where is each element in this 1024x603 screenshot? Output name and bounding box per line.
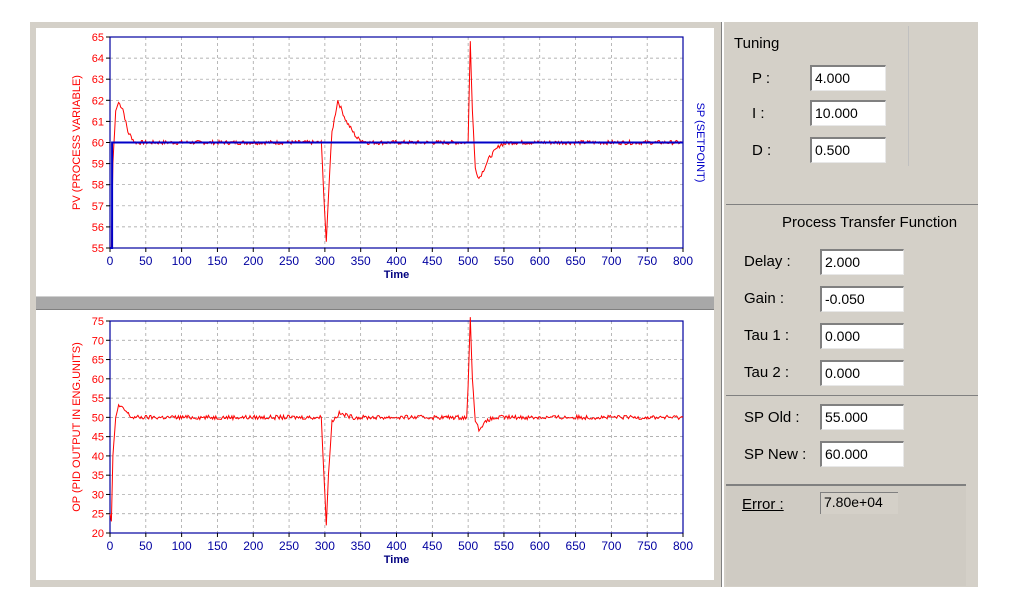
y-tick-label: 75 (92, 316, 104, 328)
x-tick-label: 300 (315, 254, 335, 268)
x-tick-label: 50 (139, 254, 153, 268)
x-tick-label: 250 (279, 539, 299, 553)
error-panel: Error : 7.80e+04 (726, 484, 966, 586)
x-axis-label: Time (384, 269, 409, 281)
series-line (110, 141, 683, 249)
y-axis-label: OP (PID OUTPUT IN ENG.UNITS) (71, 342, 83, 512)
sp-old-label: SP Old : (744, 409, 800, 426)
panel-separator (721, 22, 724, 587)
y-tick-label: 64 (92, 53, 104, 65)
x-tick-label: 200 (243, 539, 263, 553)
x-tick-label: 0 (107, 254, 114, 268)
x-tick-label: 500 (458, 539, 478, 553)
x-tick-label: 600 (530, 539, 550, 553)
tuning-title: Tuning (734, 35, 780, 52)
x-tick-label: 200 (243, 254, 263, 268)
x-tick-label: 400 (386, 539, 406, 553)
x-tick-label: 650 (566, 539, 586, 553)
pv-sp-chart: 0 50 100 150 200 250 300 350 400 450 500 550 600 650 7… (71, 32, 706, 281)
y-tick-label: 60 (92, 374, 104, 386)
y-tick-label: 30 (92, 489, 104, 501)
y-tick-label: 50 (92, 412, 104, 424)
x-tick-label: 700 (601, 254, 621, 268)
y-tick-label: 55 (92, 243, 104, 255)
x-tick-label: 0 (107, 539, 114, 553)
x-tick-label: 100 (172, 539, 192, 553)
i-field[interactable]: 10.000 (810, 100, 886, 126)
tuning-panel: Tuning P : 4.000 I : 10.000 D : 0.500 (726, 26, 909, 166)
series-line (109, 317, 684, 526)
d-field[interactable]: 0.500 (810, 137, 886, 163)
p-label: P : (752, 70, 771, 87)
x-axis-label: Time (384, 554, 409, 566)
process-transfer-panel: Process Transfer Function Delay : 2.000 … (726, 204, 978, 393)
tau1-field[interactable]: 0.000 (820, 323, 904, 349)
y-tick-label: 70 (92, 335, 104, 347)
x-tick-label: 150 (207, 254, 227, 268)
gain-label: Gain : (744, 290, 785, 307)
y-tick-label: 58 (92, 180, 104, 192)
x-tick-label: 750 (637, 254, 657, 268)
op-chart: 0 50 100 150 200 250 300 350 400 450 500 550 600 650 7… (71, 316, 693, 566)
x-tick-label: 700 (601, 539, 621, 553)
delay-field[interactable]: 2.000 (820, 249, 904, 275)
x-tick-label: 800 (673, 539, 693, 553)
y-tick-label: 57 (92, 201, 104, 213)
y-tick-label: 25 (92, 509, 104, 521)
process-title: Process Transfer Function (782, 214, 958, 231)
x-tick-label: 550 (494, 254, 514, 268)
p-field[interactable]: 4.000 (810, 65, 886, 91)
tau1-label: Tau 1 : (744, 327, 790, 344)
y-tick-label: 61 (92, 116, 104, 128)
x-tick-label: 350 (351, 539, 371, 553)
tau2-field[interactable]: 0.000 (820, 360, 904, 386)
tau2-label: Tau 2 : (744, 364, 790, 381)
x-tick-label: 50 (139, 539, 153, 553)
plot-splitter[interactable] (36, 296, 714, 310)
y-tick-label: 55 (92, 393, 104, 405)
x-tick-label: 600 (530, 254, 550, 268)
sp-old-field[interactable]: 55.000 (820, 404, 904, 430)
error-label: Error : (742, 496, 784, 513)
x-tick-label: 750 (637, 539, 657, 553)
y-tick-label: 59 (92, 159, 104, 171)
delay-label: Delay : (744, 253, 791, 270)
y-tick-label: 40 (92, 451, 104, 463)
y-tick-label: 60 (92, 138, 104, 150)
x-tick-label: 350 (351, 254, 371, 268)
y-tick-label: 65 (92, 355, 104, 367)
d-label: D : (752, 142, 772, 159)
y-tick-label: 62 (92, 95, 104, 107)
y-tick-label: 35 (92, 470, 104, 482)
x-tick-label: 150 (207, 539, 227, 553)
gain-field[interactable]: -0.050 (820, 286, 904, 312)
x-tick-label: 400 (386, 254, 406, 268)
i-label: I : (752, 105, 765, 122)
sp-new-label: SP New : (744, 446, 807, 463)
x-tick-label: 450 (422, 254, 442, 268)
series-line (110, 41, 684, 249)
y-tick-label: 45 (92, 432, 104, 444)
sp-new-field[interactable]: 60.000 (820, 441, 904, 467)
x-tick-label: 450 (422, 539, 442, 553)
y-axis-label: PV (PROCESS VARIABLE) (71, 75, 83, 210)
y-tick-label: 63 (92, 74, 104, 86)
y-axis-label-right: SP (SETPOINT) (694, 103, 706, 183)
x-tick-label: 800 (673, 254, 693, 268)
x-tick-label: 250 (279, 254, 299, 268)
x-tick-label: 500 (458, 254, 478, 268)
y-tick-label: 20 (92, 528, 104, 540)
x-tick-label: 650 (566, 254, 586, 268)
y-tick-label: 56 (92, 222, 104, 234)
x-tick-label: 100 (172, 254, 192, 268)
setpoint-panel: SP Old : 55.000 SP New : 60.000 (726, 395, 978, 478)
y-tick-label: 65 (92, 32, 104, 44)
error-value: 7.80e+04 (820, 492, 898, 514)
x-tick-label: 550 (494, 539, 514, 553)
x-tick-label: 300 (315, 539, 335, 553)
